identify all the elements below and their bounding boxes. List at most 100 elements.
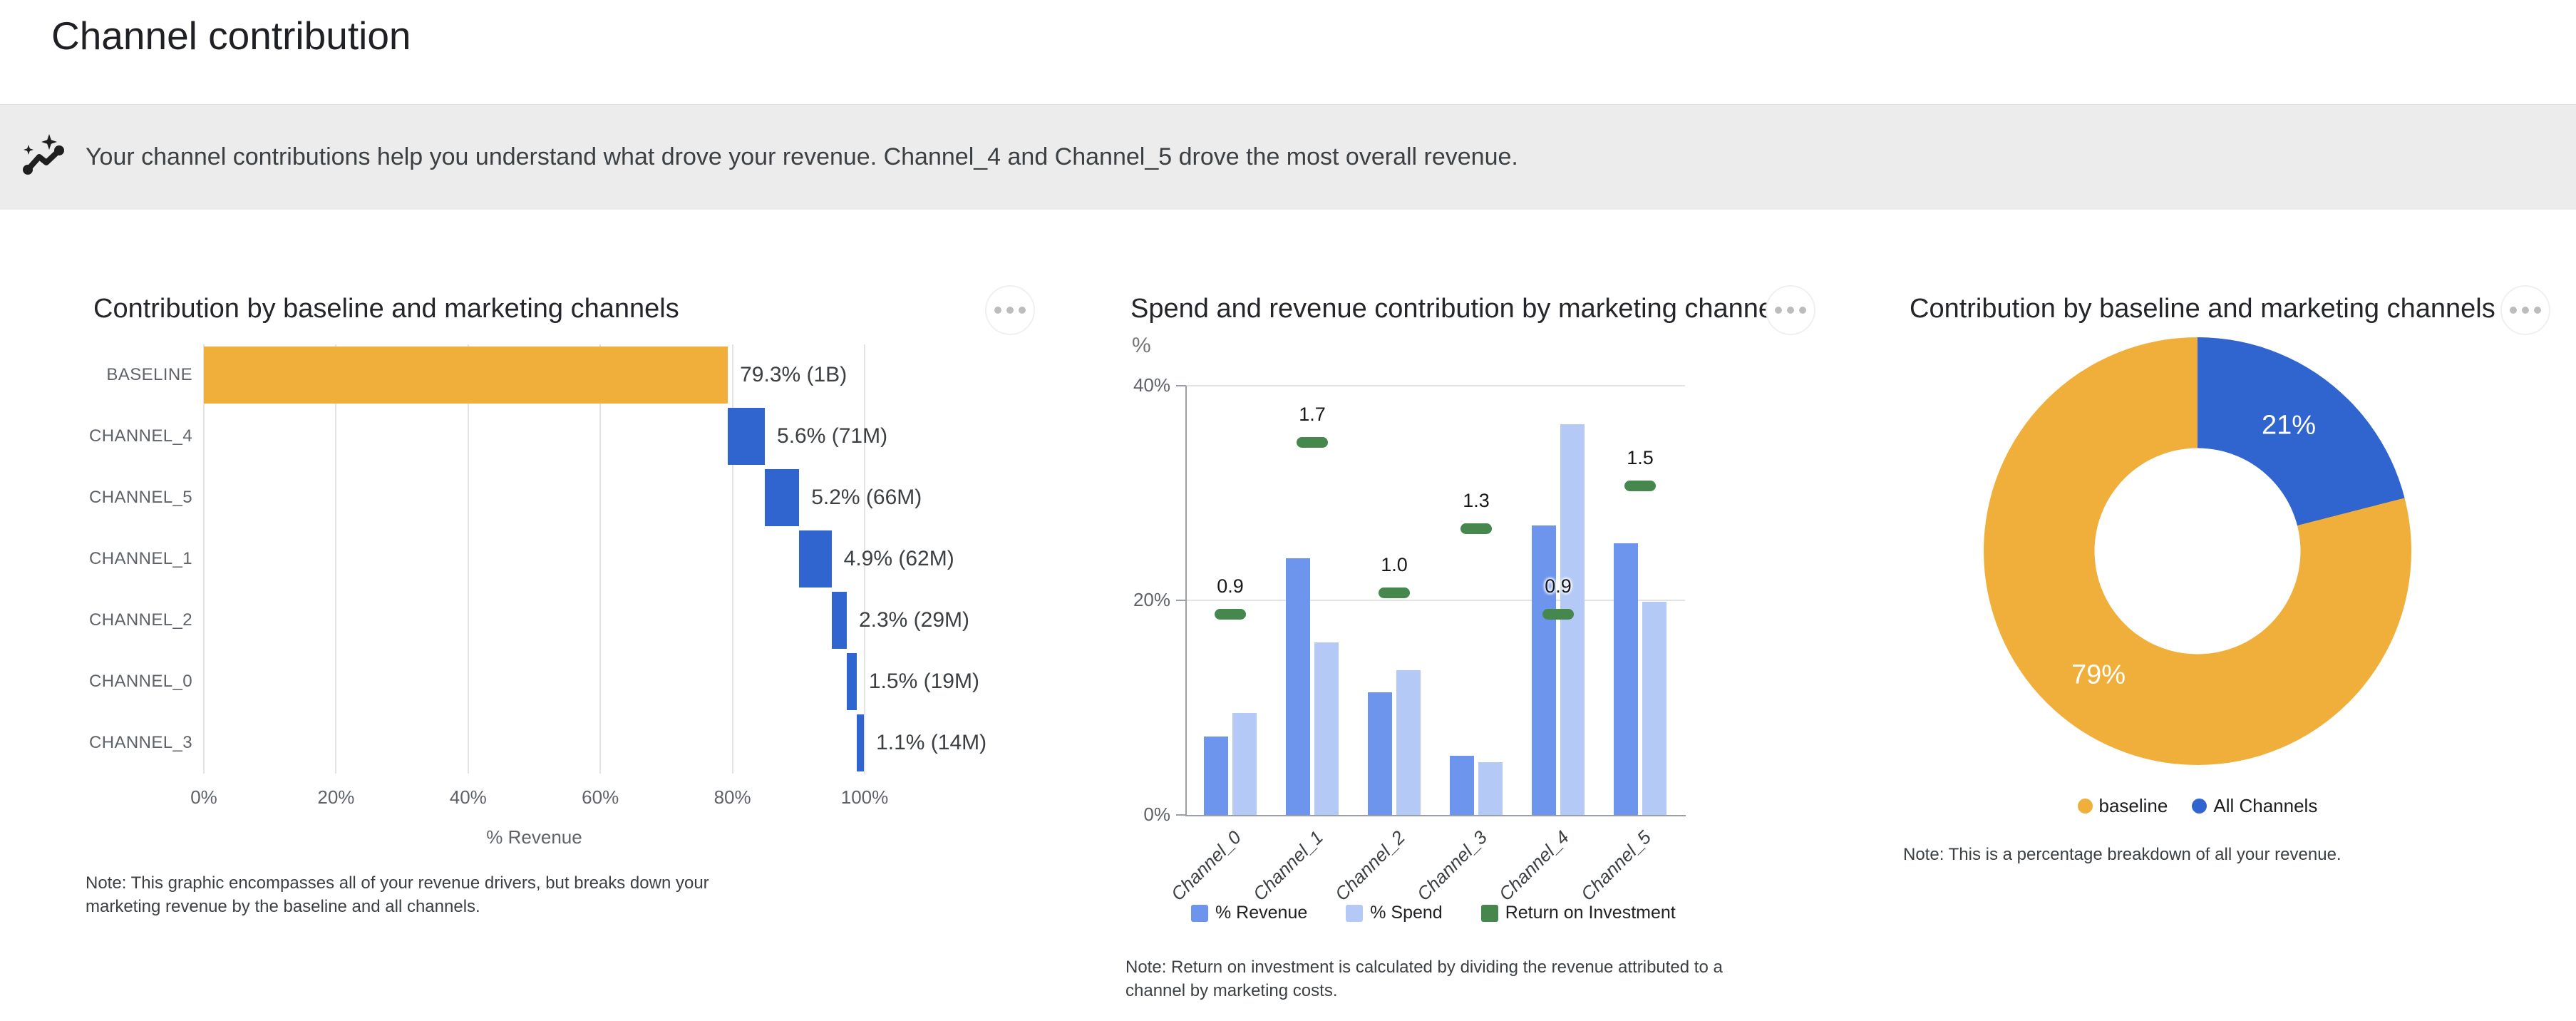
legend-item-1: % Spend <box>1346 903 1443 923</box>
legend-label: Return on Investment <box>1505 903 1676 923</box>
donut-slice-label-baseline: 79% <box>2071 660 2126 690</box>
spend-bar-Channel_0 <box>1232 713 1257 815</box>
waterfall-x-tick-label: 40% <box>449 786 487 808</box>
grouped-y-tick-label: 40% <box>1133 374 1170 396</box>
legend-label: All Channels <box>2213 795 2318 816</box>
waterfall-x-axis-title: % Revenue <box>486 826 582 848</box>
waterfall-x-tick-label: 100% <box>840 786 889 808</box>
waterfall-category-label: CHANNEL_3 <box>89 733 192 752</box>
donut-chart-title: Contribution by baseline and marketing c… <box>1910 294 2495 324</box>
grouped-x-category-label: Channel_5 <box>1577 826 1656 905</box>
revenue-bar-Channel_2 <box>1368 692 1392 815</box>
waterfall-gridline <box>864 344 865 774</box>
grouped-y-tick <box>1176 385 1186 386</box>
card-spend-revenue: Spend and revenue contribution by market… <box>1125 278 1895 1021</box>
waterfall-gridline <box>731 344 733 774</box>
grouped-x-category-label: Channel_2 <box>1331 826 1410 905</box>
grouped-note: Note: Return on investment is calculated… <box>1125 958 1723 1000</box>
waterfall-bar-CHANNEL_2 <box>831 592 847 649</box>
roi-value-label: 1.0 <box>1381 554 1408 575</box>
legend-dot <box>2077 799 2093 814</box>
insight-banner: Your channel contributions help you unde… <box>0 104 2576 210</box>
legend-label: % Spend <box>1370 903 1443 923</box>
spend-bar-Channel_4 <box>1560 424 1585 815</box>
grouped-chart-title: Spend and revenue contribution by market… <box>1130 294 1780 324</box>
roi-value-label: 1.5 <box>1627 446 1654 468</box>
donut-chart: 21% 79% <box>1984 337 2411 765</box>
waterfall-bar-value-label: 79.3% (1B) <box>740 363 847 386</box>
waterfall-gridline <box>599 344 602 774</box>
roi-marker-Channel_5 <box>1624 480 1656 491</box>
grouped-y-tick-label: 20% <box>1133 589 1170 610</box>
roi-marker-Channel_1 <box>1297 437 1328 448</box>
grouped-legend: % Revenue % Spend Return on Investment <box>1191 903 1714 923</box>
waterfall-chart-title: Contribution by baseline and marketing c… <box>93 294 679 324</box>
grouped-y-tick-label: 0% <box>1143 804 1170 825</box>
revenue-bar-Channel_5 <box>1614 543 1638 815</box>
grouped-y-axis-line <box>1185 386 1187 815</box>
waterfall-x-tick-label: 20% <box>317 786 355 808</box>
page-title: Channel contribution <box>51 14 411 58</box>
donut-slice-label-all-channels: 21% <box>2261 410 2317 441</box>
grouped-plot-area: 0% 20% 40% 0.9 Channel_0 1.7 Channel_1 1.0 Chann… <box>1133 374 1686 905</box>
revenue-bar-Channel_4 <box>1532 525 1556 815</box>
roi-value-label: 1.3 <box>1463 489 1490 511</box>
waterfall-bar-CHANNEL_3 <box>856 714 865 771</box>
grouped-x-category-label: Channel_4 <box>1495 826 1574 905</box>
waterfall-note: Note: This graphic encompasses all of yo… <box>86 873 709 916</box>
waterfall-bar-value-label: 5.2% (66M) <box>811 486 922 509</box>
roi-value-label: 1.7 <box>1299 404 1326 426</box>
legend-label: % Revenue <box>1215 903 1308 923</box>
waterfall-more-options-button[interactable] <box>985 285 1035 335</box>
waterfall-x-tick-label: 80% <box>713 786 751 808</box>
spend-bar-Channel_2 <box>1396 669 1421 815</box>
grouped-y-tick <box>1176 600 1186 601</box>
revenue-bar-Channel_3 <box>1450 756 1474 815</box>
grouped-y-axis-unit: % <box>1132 334 1151 357</box>
waterfall-bar-value-label: 5.6% (71M) <box>777 424 888 448</box>
insight-text: Your channel contributions help you unde… <box>86 143 1518 170</box>
waterfall-category-label: CHANNEL_5 <box>89 488 192 507</box>
roi-value-label: 0.9 <box>1545 575 1572 597</box>
legend-swatch <box>1480 904 1498 922</box>
legend-item-0: % Revenue <box>1191 903 1307 923</box>
legend-swatch <box>1346 904 1364 922</box>
waterfall-x-tick-label: 60% <box>582 786 619 808</box>
donut-note: Note: This is a percentage breakdown of … <box>1903 845 2341 864</box>
waterfall-gridline <box>467 344 469 774</box>
grouped-x-category-label: Channel_3 <box>1413 826 1492 905</box>
waterfall-category-label: CHANNEL_2 <box>89 610 192 630</box>
grouped-x-category-label: Channel_1 <box>1249 826 1328 905</box>
waterfall-bar-value-label: 1.1% (14M) <box>876 731 987 754</box>
legend-dot <box>2192 799 2207 814</box>
insights-sparkline-icon <box>21 133 68 180</box>
waterfall-category-label: CHANNEL_4 <box>89 426 192 446</box>
grouped-more-options-button[interactable] <box>1766 285 1815 335</box>
waterfall-category-label: CHANNEL_1 <box>89 549 192 568</box>
waterfall-x-tick-label: 0% <box>190 786 217 808</box>
card-contribution-donut: Contribution by baseline and marketing c… <box>1903 278 2576 1021</box>
grouped-y-tick <box>1176 814 1186 816</box>
donut-more-options-button[interactable] <box>2500 285 2550 335</box>
waterfall-bar-CHANNEL_0 <box>846 653 857 710</box>
waterfall-plot-area: % Revenue 0% 20% 40% 60% 80% 100% BASELINE 79.3… <box>89 344 986 848</box>
waterfall-bar-CHANNEL_5 <box>765 469 800 526</box>
waterfall-bar-value-label: 1.5% (19M) <box>868 669 979 693</box>
waterfall-gridline <box>203 344 205 774</box>
roi-marker-Channel_2 <box>1379 588 1410 598</box>
roi-value-label: 0.9 <box>1217 575 1244 597</box>
spend-bar-Channel_1 <box>1314 642 1339 815</box>
waterfall-bar-value-label: 2.3% (29M) <box>858 608 970 632</box>
roi-marker-Channel_3 <box>1460 523 1492 534</box>
roi-marker-Channel_0 <box>1215 609 1246 620</box>
grouped-gridline <box>1186 600 1685 601</box>
waterfall-category-label: CHANNEL_0 <box>89 672 192 691</box>
waterfall-bar-CHANNEL_1 <box>799 530 832 588</box>
revenue-bar-Channel_0 <box>1204 737 1228 815</box>
grouped-x-category-label: Channel_0 <box>1167 826 1246 905</box>
grouped-gridline <box>1186 385 1685 386</box>
waterfall-category-label: BASELINE <box>106 365 192 384</box>
donut-legend-item-0: baseline <box>2077 795 2168 817</box>
spend-bar-Channel_5 <box>1642 601 1666 815</box>
